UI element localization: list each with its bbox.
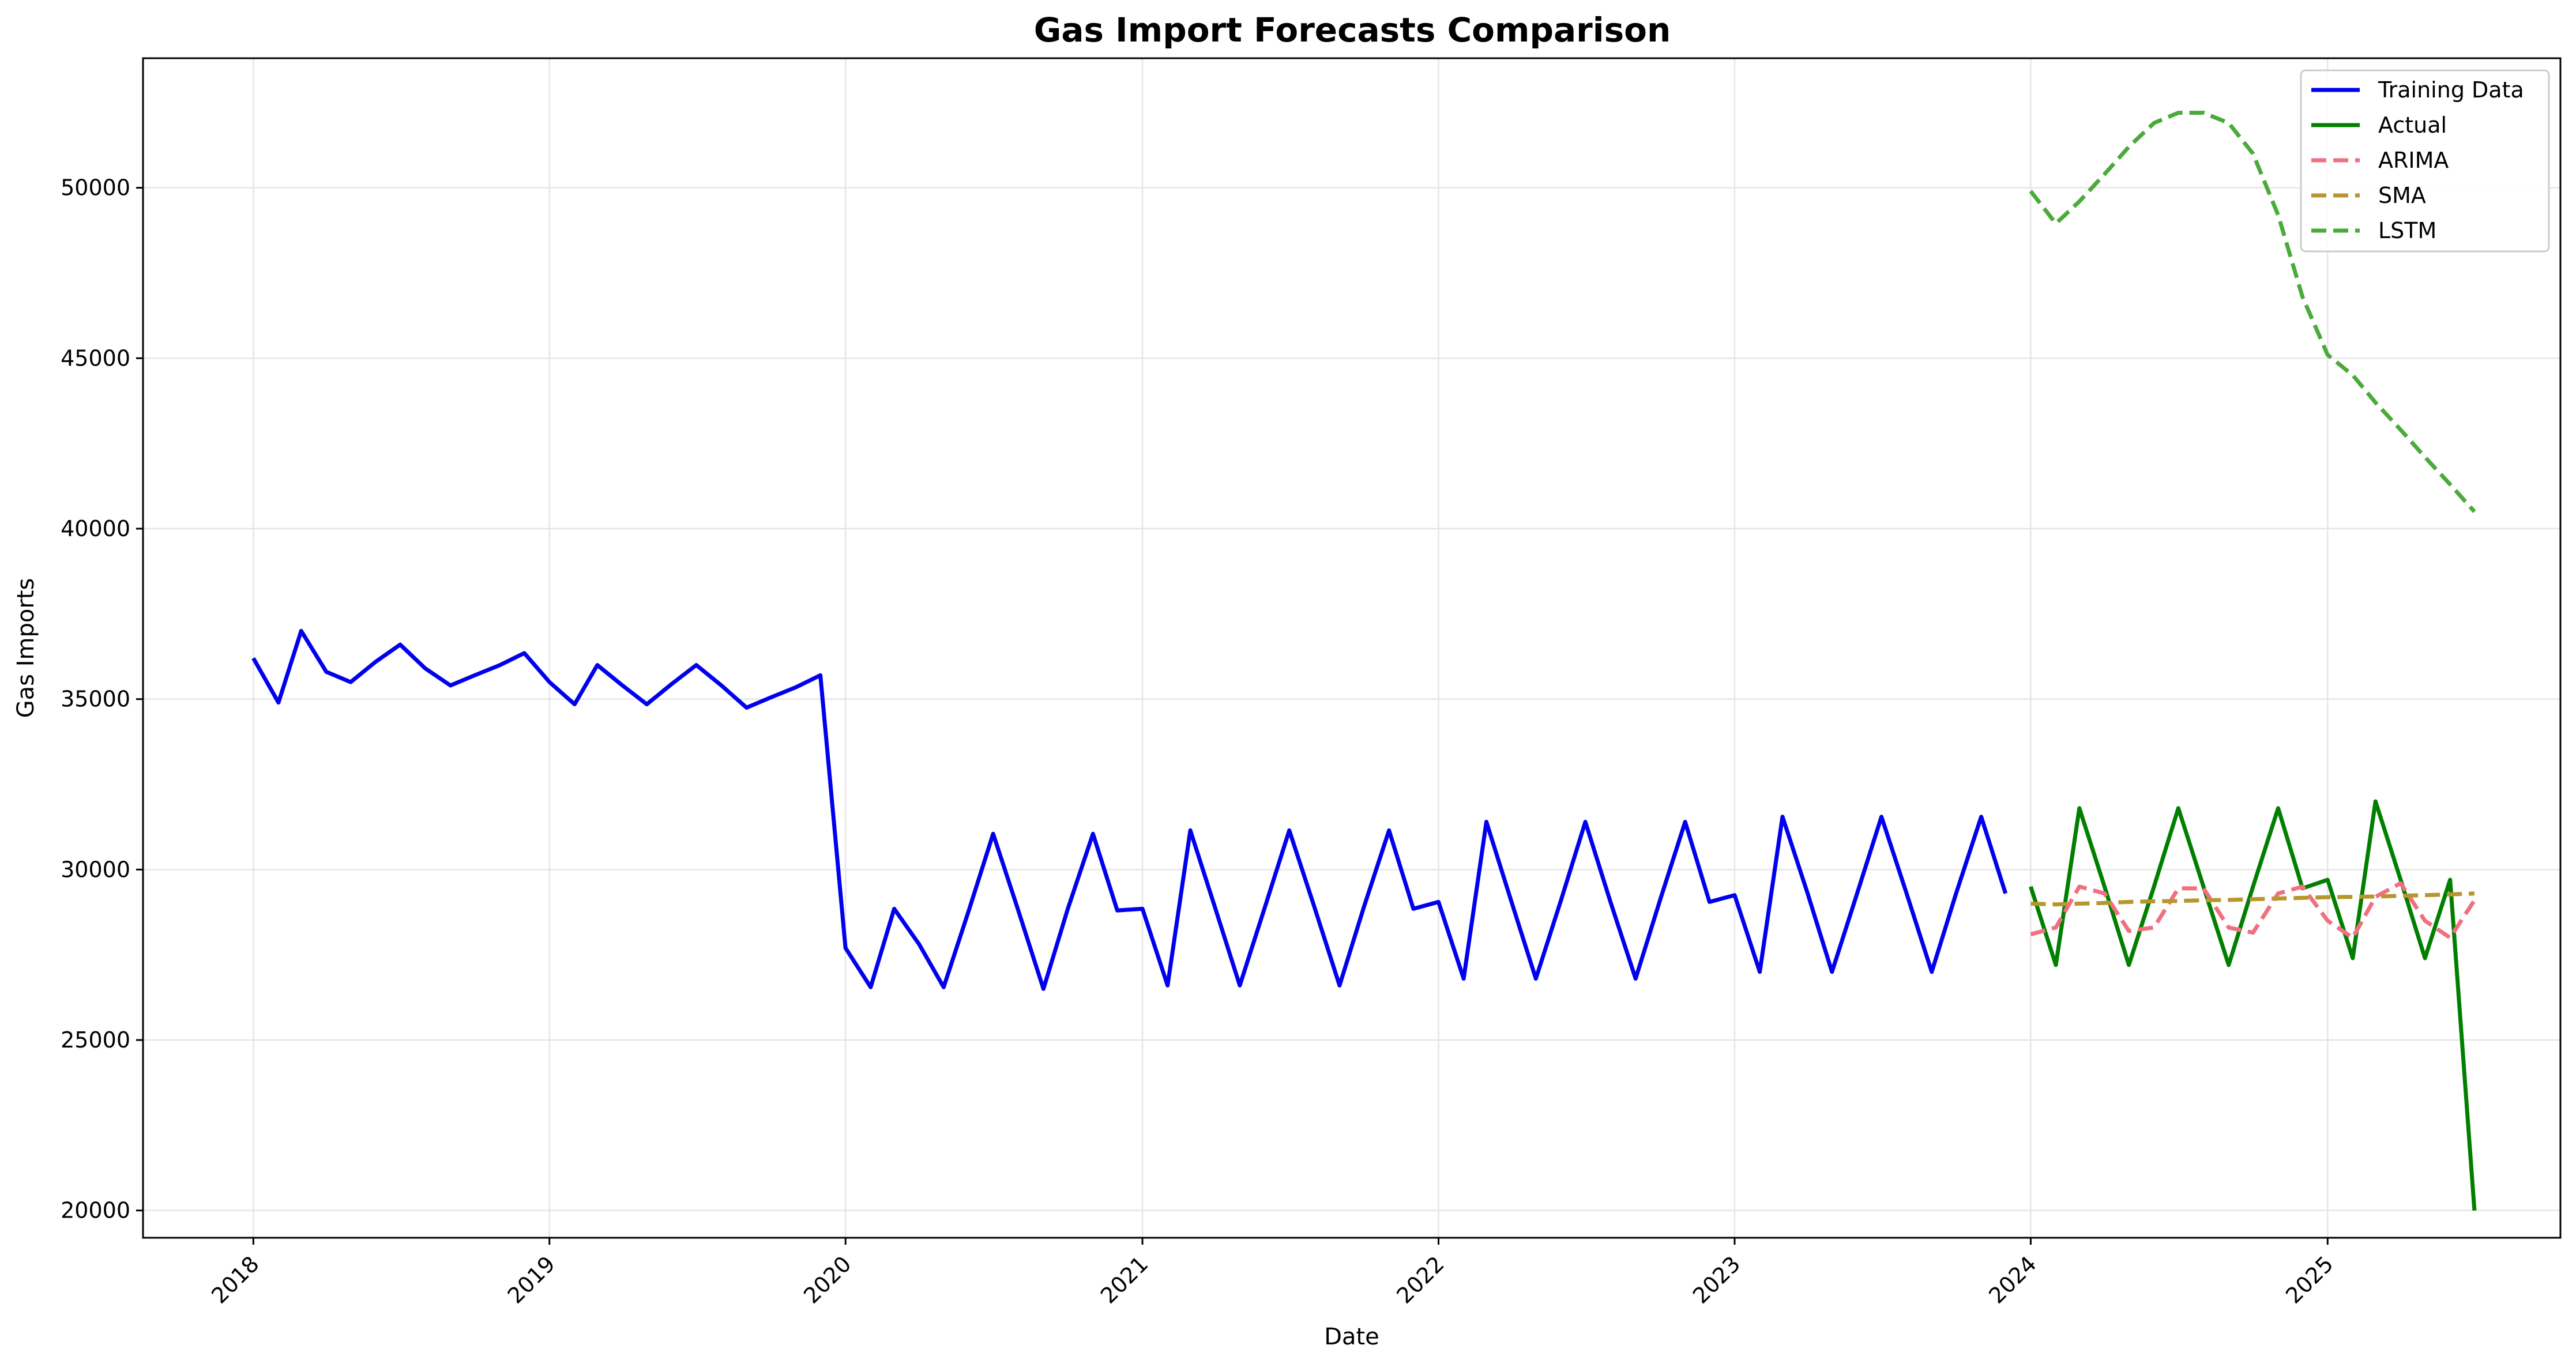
legend-box	[2300, 69, 2550, 253]
legend-label: Training Data	[2378, 77, 2524, 103]
x-tick-label: 2022	[1392, 1251, 1449, 1309]
series-line-lstm	[2029, 111, 2476, 513]
y-tick-label: 20000	[61, 1198, 130, 1223]
legend-label: Actual	[2378, 112, 2447, 138]
x-tick-label: 2024	[1984, 1251, 2041, 1309]
y-tick-label: 50000	[61, 175, 130, 201]
tick-layer: 20000 25000 30000 35000 40000 45000 50000 2018 2…	[61, 175, 2338, 1309]
y-tick-label: 30000	[61, 857, 130, 882]
plot-frame	[142, 57, 2562, 1239]
x-tick-label: 2023	[1688, 1251, 1746, 1309]
legend-label: ARIMA	[2378, 148, 2449, 173]
x-axis-label: Date	[1324, 1324, 1379, 1350]
x-tick-label: 2025	[2281, 1251, 2338, 1309]
x-tick-label: 2019	[503, 1251, 561, 1309]
y-tick-label: 40000	[61, 516, 130, 541]
legend: Training Data Actual ARIMA SMA LSTM	[2300, 69, 2550, 253]
legend-label: LSTM	[2378, 218, 2436, 243]
series-line-training-data	[251, 628, 2008, 991]
chart-title: Gas Import Forecasts Comparison	[1034, 10, 1671, 50]
grid-layer	[143, 58, 2560, 1238]
y-axis-label: Gas Imports	[13, 578, 39, 718]
x-tick-label: 2021	[1096, 1251, 1153, 1309]
legend-entries: Training Data Actual ARIMA SMA LSTM	[2311, 77, 2524, 243]
series-line-arima	[2030, 881, 2476, 940]
series-line-sma	[2030, 891, 2475, 907]
series-line-actual	[2029, 799, 2477, 1211]
legend-label: SMA	[2378, 183, 2426, 208]
series-layer	[251, 111, 2477, 1211]
y-tick-label: 45000	[61, 345, 130, 371]
y-tick-label: 35000	[61, 687, 130, 712]
x-tick-label: 2018	[206, 1251, 264, 1309]
x-tick-label: 2020	[799, 1251, 856, 1309]
y-tick-label: 25000	[61, 1027, 130, 1053]
